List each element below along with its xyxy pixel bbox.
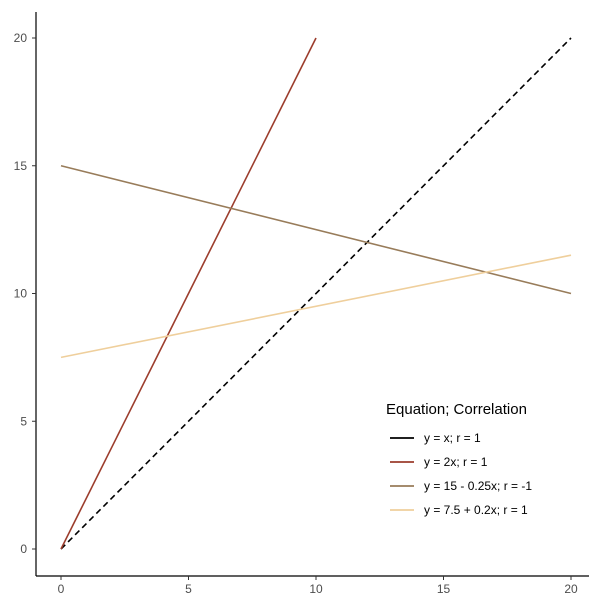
y-ticks: 0 5 10 15 20 <box>14 31 36 556</box>
legend-items: y = x; r = 1 y = 2x; r = 1 y = 15 - 0.25x;… <box>390 431 532 517</box>
x-tick-label: 20 <box>564 582 578 595</box>
legend-item: y = x; r = 1 <box>390 431 481 445</box>
legend-title: Equation; Correlation <box>386 401 527 418</box>
y-tick-label: 20 <box>14 31 28 45</box>
series-line-4 <box>60 254 572 359</box>
series-line-1 <box>60 37 572 550</box>
x-tick-label: 0 <box>58 582 65 595</box>
x-tick-label: 5 <box>185 582 192 595</box>
x-ticks: 0 5 10 15 20 <box>58 576 578 595</box>
y-tick-label: 5 <box>20 414 27 428</box>
y-tick-label: 10 <box>14 287 28 301</box>
legend-label: y = 7.5 + 0.2x; r = 1 <box>424 503 528 517</box>
legend: Equation; Correlation y = x; r = 1 y = 2x… <box>386 401 532 517</box>
series-line-3 <box>60 164 572 295</box>
legend-item: y = 2x; r = 1 <box>390 455 488 469</box>
y-tick-label: 0 <box>20 542 27 556</box>
legend-label: y = x; r = 1 <box>424 431 481 445</box>
plot-lines <box>60 37 572 550</box>
series-line-2 <box>60 37 317 550</box>
x-tick-label: 15 <box>437 582 451 595</box>
x-tick-label: 10 <box>309 582 323 595</box>
y-tick-label: 15 <box>14 159 28 173</box>
legend-item: y = 7.5 + 0.2x; r = 1 <box>390 503 528 517</box>
legend-label: y = 2x; r = 1 <box>424 455 488 469</box>
legend-item: y = 15 - 0.25x; r = -1 <box>390 479 532 493</box>
legend-label: y = 15 - 0.25x; r = -1 <box>424 479 532 493</box>
